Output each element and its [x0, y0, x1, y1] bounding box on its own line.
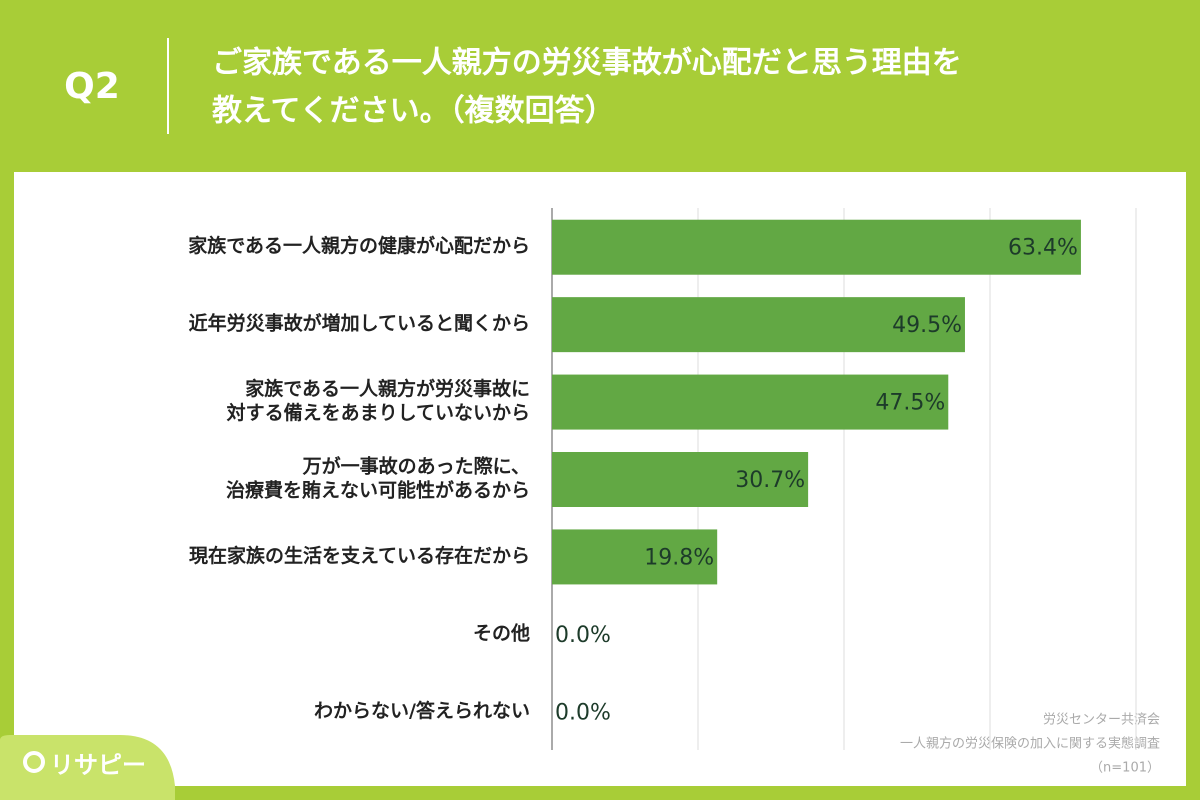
- logo-icon: [23, 751, 45, 773]
- bar: [552, 297, 965, 353]
- logo-badge: [0, 735, 175, 800]
- value-label: 0.0%: [555, 700, 611, 725]
- y-tick-label: その他: [473, 621, 530, 644]
- y-tick-label: 家族である一人親方の健康が心配だから: [188, 234, 530, 257]
- value-label: 0.0%: [555, 623, 611, 648]
- bar: [552, 529, 718, 585]
- y-tick-label: 家族である一人親方が労災事故に: [245, 377, 530, 400]
- source: 労災センター共済会: [1043, 712, 1160, 728]
- question-number: Q2: [64, 66, 120, 107]
- bar: [552, 219, 1081, 275]
- y-tick-label: 現在家族の生活を支えている存在だから: [189, 544, 530, 567]
- logo: リサピー: [50, 751, 146, 779]
- y-tick-label: わからない/答えられない: [314, 699, 530, 722]
- y-tick-label: 近年労災事故が増加していると聞くから: [189, 312, 530, 335]
- value-label: 30.7%: [735, 468, 805, 493]
- y-tick-label: 治療費を賄えない可能性があるから: [226, 479, 530, 502]
- title-line: 教えてください。（複数回答）: [212, 94, 615, 129]
- value-label: 47.5%: [875, 391, 945, 416]
- value-label: 63.4%: [1008, 236, 1078, 261]
- source: （n=101）: [1090, 761, 1160, 776]
- value-label: 19.8%: [644, 545, 714, 570]
- y-tick-label: 万が一事故のあった際に、: [302, 455, 530, 478]
- source: 一人親方の労災保険の加入に関する実態調査: [900, 736, 1160, 752]
- title-line: ご家族である一人親方の労災事故が心配だと思う理由を: [212, 46, 962, 81]
- bar: [552, 374, 949, 430]
- bar: [552, 452, 809, 507]
- value-label: 49.5%: [892, 313, 962, 338]
- y-tick-label: 対する備えをあまりしていないから: [226, 401, 530, 424]
